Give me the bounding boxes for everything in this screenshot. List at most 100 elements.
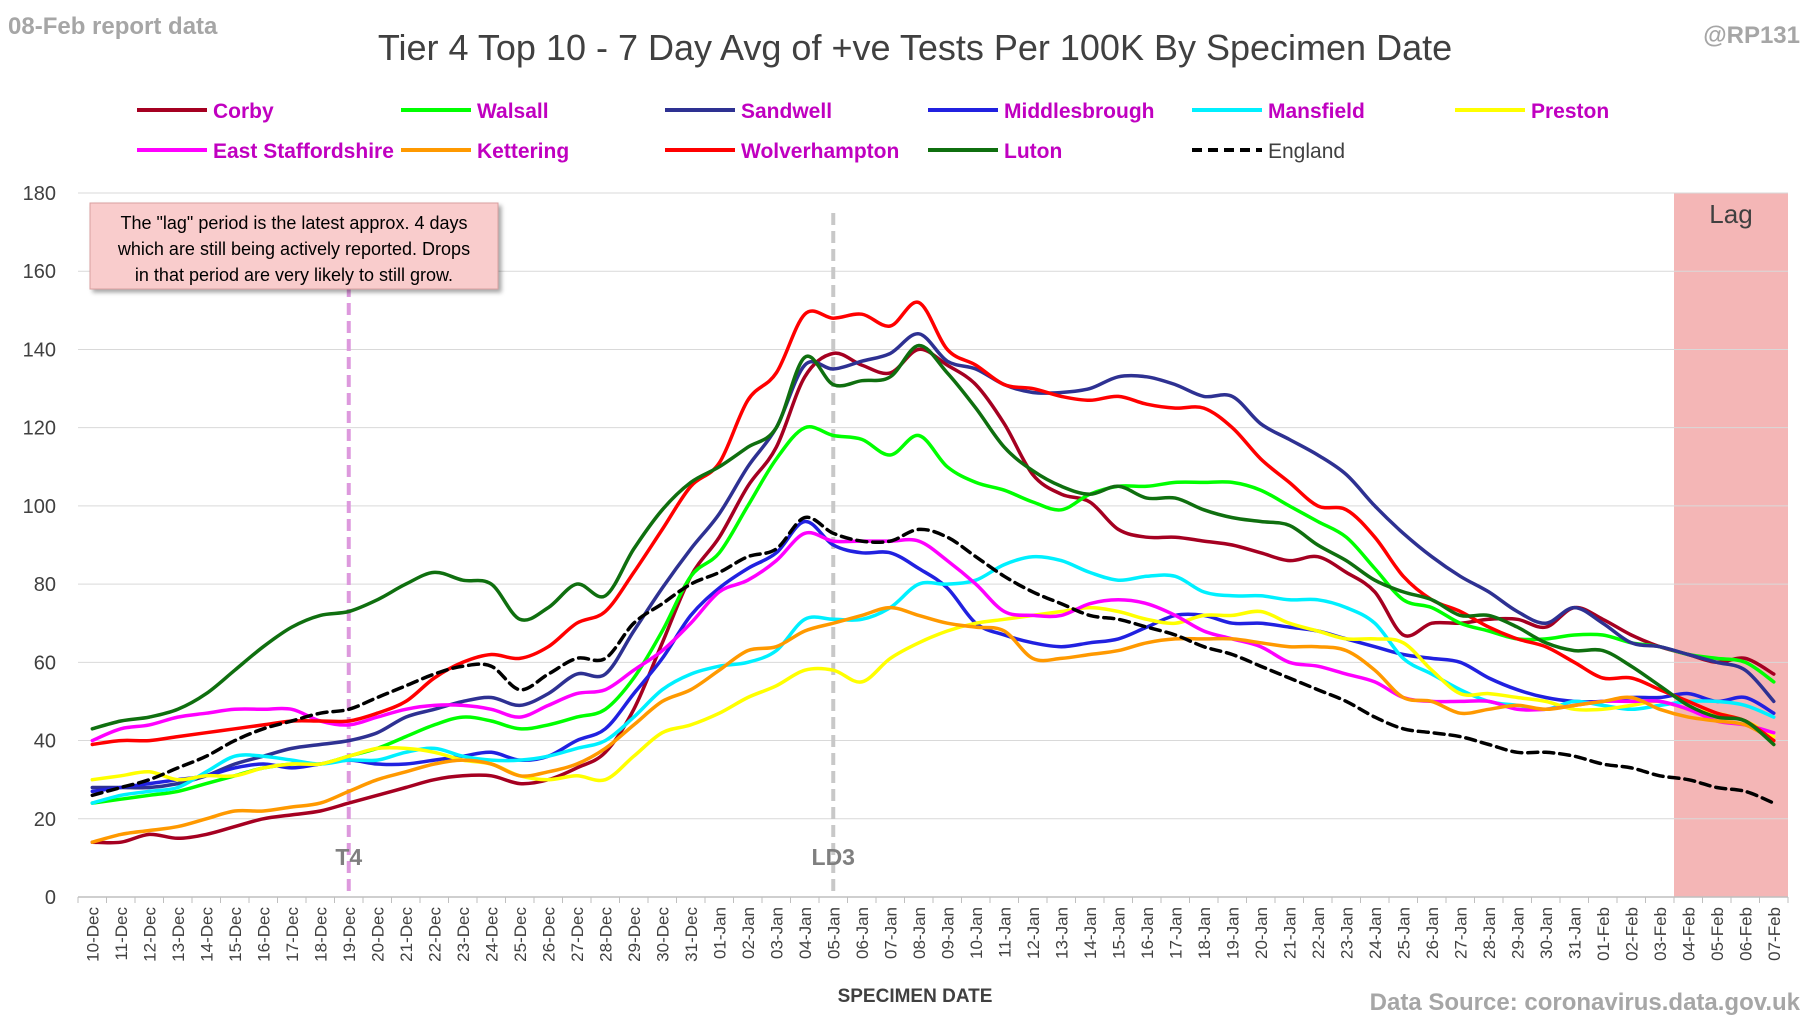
legend-label-east-staffordshire: East Staffordshire xyxy=(213,140,394,163)
x-tick-label: 04-Jan xyxy=(796,907,815,959)
data-source: Data Source: coronavirus.data.gov.uk xyxy=(1370,989,1801,1016)
x-tick-label: 28-Dec xyxy=(596,907,615,962)
x-tick-label: 11-Dec xyxy=(112,907,131,961)
y-tick-label: 60 xyxy=(34,652,56,674)
series-line-corby xyxy=(90,347,1776,845)
x-tick-label: 24-Jan xyxy=(1366,907,1385,959)
series-lines xyxy=(90,300,1776,845)
lag-shading xyxy=(1674,193,1788,897)
x-tick-label: 23-Dec xyxy=(454,907,473,962)
x-tick-label: 15-Jan xyxy=(1109,907,1128,959)
y-tick-label: 120 xyxy=(23,418,56,440)
legend-label-kettering: Kettering xyxy=(477,140,569,163)
legend-label-wolverhampton: Wolverhampton xyxy=(741,140,899,163)
x-tick-label: 21-Dec xyxy=(397,907,416,962)
event-label-ld3: LD3 xyxy=(812,844,855,870)
event-label-t4: T4 xyxy=(335,844,362,870)
chart-title: Tier 4 Top 10 - 7 Day Avg of +ve Tests P… xyxy=(378,27,1452,68)
author-handle: @RP131 xyxy=(1703,22,1800,49)
x-tick-label: 27-Jan xyxy=(1451,907,1470,959)
x-tick-label: 12-Jan xyxy=(1024,907,1043,959)
legend-label-corby: Corby xyxy=(213,100,274,123)
lag-note-line-1: The "lag" period is the latest approx. 4… xyxy=(121,213,468,233)
x-tick-label: 02-Jan xyxy=(739,907,758,959)
series-line-sandwell xyxy=(90,332,1776,790)
x-tick-label: 18-Dec xyxy=(311,907,330,962)
y-tick-label: 160 xyxy=(23,261,56,283)
legend-label-middlesbrough: Middlesbrough xyxy=(1004,100,1155,123)
x-tick-label: 11-Jan xyxy=(995,907,1014,958)
legend-label-sandwell: Sandwell xyxy=(741,100,832,123)
x-tick-label: 20-Jan xyxy=(1252,907,1271,959)
lag-region: Lag xyxy=(1674,193,1788,897)
x-tick-label: 22-Jan xyxy=(1309,907,1328,959)
x-tick-label: 02-Feb xyxy=(1622,907,1641,961)
x-tick-label: 13-Dec xyxy=(169,907,188,962)
x-tick-label: 25-Jan xyxy=(1394,907,1413,959)
x-tick-label: 31-Jan xyxy=(1565,907,1584,959)
x-tick-label: 30-Jan xyxy=(1537,907,1556,959)
lag-note-line-2: which are still being actively reported.… xyxy=(117,239,470,259)
lag-note-box xyxy=(89,202,499,290)
x-tick-label: 08-Jan xyxy=(910,907,929,959)
series-line-east-staffordshire xyxy=(90,530,1776,743)
x-tick-label: 21-Jan xyxy=(1280,907,1299,959)
x-tick-label: 03-Jan xyxy=(767,907,786,959)
x-tick-label: 16-Jan xyxy=(1138,907,1157,959)
x-tick-label: 01-Feb xyxy=(1594,907,1613,961)
x-tick-label: 29-Dec xyxy=(625,907,644,962)
series-line-england xyxy=(90,515,1776,805)
x-tick-label: 19-Dec xyxy=(340,907,359,962)
x-tick-label: 04-Feb xyxy=(1679,907,1698,961)
x-tick-label: 05-Feb xyxy=(1708,907,1727,961)
x-tick-label: 14-Jan xyxy=(1081,907,1100,959)
series-line-luton xyxy=(90,343,1776,747)
legend-label-luton: Luton xyxy=(1004,140,1062,163)
x-axis: 10-Dec 11-Dec 12-Dec 13-Dec 14-Dec 15-Dec 16-D… xyxy=(77,896,1789,962)
x-tick-label: 14-Dec xyxy=(197,907,216,962)
x-tick-label: 09-Jan xyxy=(938,907,957,959)
x-tick-label: 03-Feb xyxy=(1651,907,1670,961)
y-tick-label: 100 xyxy=(23,496,56,518)
x-tick-label: 29-Jan xyxy=(1508,907,1527,959)
x-tick-label: 15-Dec xyxy=(226,907,245,962)
lag-note: The "lag" period is the latest approx. 4… xyxy=(89,202,499,290)
y-tick-label: 40 xyxy=(34,731,56,753)
x-tick-label: 10-Jan xyxy=(967,907,986,959)
x-tick-label: 24-Dec xyxy=(482,907,501,962)
legend-label-walsall: Walsall xyxy=(477,100,549,123)
legend-label-mansfield: Mansfield xyxy=(1268,100,1365,123)
legend-label-england: England xyxy=(1268,140,1345,163)
series-line-kettering xyxy=(90,605,1776,844)
x-tick-label: 17-Jan xyxy=(1166,907,1185,959)
x-tick-label: 28-Jan xyxy=(1480,907,1499,959)
x-tick-label: 12-Dec xyxy=(140,907,159,962)
event-markers: T4 LD3 xyxy=(335,213,855,897)
x-tick-label: 30-Dec xyxy=(653,907,672,962)
x-tick-label: 31-Dec xyxy=(682,907,701,962)
y-tick-label: 80 xyxy=(34,574,56,596)
x-tick-label: 13-Jan xyxy=(1052,907,1071,959)
y-tick-label: 0 xyxy=(45,887,56,909)
series-line-mansfield xyxy=(90,554,1776,805)
lag-label: Lag xyxy=(1709,199,1752,229)
x-tick-label: 06-Jan xyxy=(853,907,872,959)
x-tick-label: 22-Dec xyxy=(425,907,444,962)
x-tick-label: 06-Feb xyxy=(1736,907,1755,961)
x-tick-label: 20-Dec xyxy=(368,907,387,962)
x-tick-label: 10-Dec xyxy=(83,907,102,962)
x-tick-label: 18-Jan xyxy=(1195,907,1214,959)
series-line-middlesbrough xyxy=(90,519,1776,794)
series-line-wolverhampton xyxy=(90,300,1776,747)
x-tick-label: 17-Dec xyxy=(283,907,302,962)
x-tick-label: 23-Jan xyxy=(1337,907,1356,959)
legend-label-preston: Preston xyxy=(1531,100,1609,123)
x-tick-label: 26-Jan xyxy=(1423,907,1442,959)
x-tick-label: 07-Feb xyxy=(1765,907,1784,961)
y-axis: 0 20 40 60 80 100 120 140 160 180 xyxy=(23,183,56,909)
lag-note-line-3: in that period are very likely to still … xyxy=(135,265,453,285)
x-tick-label: 16-Dec xyxy=(254,907,273,962)
report-label: 08-Feb report data xyxy=(8,13,218,40)
x-tick-label: 07-Jan xyxy=(881,907,900,959)
